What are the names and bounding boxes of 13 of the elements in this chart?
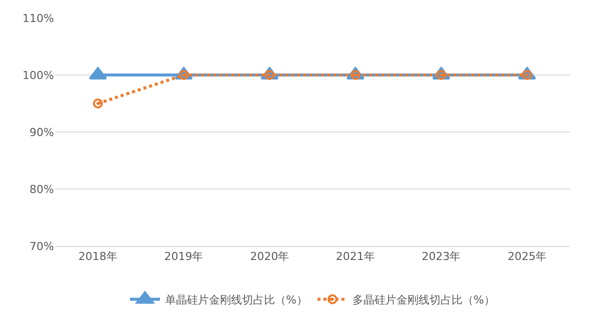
y-tick-label: 110% xyxy=(22,12,54,25)
y-tick-label: 70% xyxy=(30,240,54,253)
y-tick-label: 100% xyxy=(22,68,54,82)
x-tick-label: 2018年 xyxy=(78,250,118,264)
x-tick-label: 2023年 xyxy=(422,250,461,264)
x-tick-label: 2019年 xyxy=(164,250,204,264)
y-tick-label: 80% xyxy=(30,182,54,196)
legend-label: 多晶硅片金刚线切占比（%） xyxy=(352,294,495,307)
legend-label: 单晶硅片金刚线切占比（%） xyxy=(165,294,308,307)
x-tick-label: 2025年 xyxy=(508,250,547,264)
x-tick-label: 2020年 xyxy=(250,250,290,264)
x-tick-label: 2021年 xyxy=(336,250,375,264)
y-tick-label: 90% xyxy=(30,126,54,139)
